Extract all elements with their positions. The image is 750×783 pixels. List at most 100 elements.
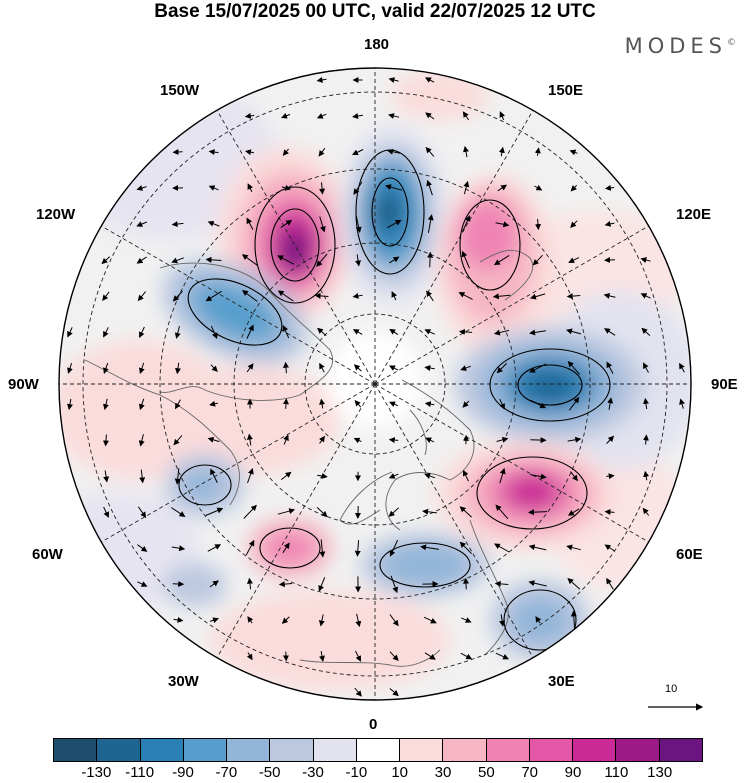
colorbar-swatch [573, 739, 617, 761]
wind-vector [317, 327, 327, 336]
wind-vector [566, 328, 582, 335]
wind-vector [319, 539, 326, 558]
wind-vector [427, 251, 434, 268]
colorbar-swatch [486, 739, 530, 761]
wind-vector [352, 149, 364, 155]
wind-vector [462, 469, 469, 482]
wind-vector [462, 400, 470, 408]
wind-vector [277, 290, 294, 302]
wind-vector [494, 543, 510, 553]
wind-vector [171, 257, 184, 264]
wind-vector [210, 325, 218, 340]
wind-vector [241, 254, 258, 266]
colorbar-tick-label: 90 [564, 764, 582, 781]
wind-vector [246, 433, 253, 446]
wind-vector [461, 617, 472, 623]
wind-vector [210, 468, 218, 483]
wind-vector [103, 327, 109, 338]
wind-vector [426, 290, 434, 302]
wind-vector [391, 291, 397, 301]
wind-vector [388, 113, 400, 119]
wind-vector [499, 467, 506, 484]
colorbar-tick-label: 110 [604, 764, 629, 781]
wind-vector [245, 539, 255, 556]
wind-vector [461, 215, 471, 233]
colorbar [53, 738, 703, 762]
wind-vector [459, 541, 472, 555]
wind-vector [207, 544, 222, 552]
wind-vector [283, 434, 289, 445]
wind-vector [208, 149, 219, 156]
wind-vector [355, 215, 362, 233]
reference-vector-value: 10 [665, 683, 678, 695]
wind-vector [103, 506, 109, 518]
wind-vector [281, 112, 291, 119]
wind-vector [207, 220, 220, 227]
wind-vector [282, 324, 290, 339]
wind-vector [205, 256, 222, 263]
wind-vector [318, 147, 326, 157]
wind-vector [247, 183, 253, 193]
colorbar-tick-label: -90 [172, 764, 194, 781]
lon-label-150e: 150E [548, 82, 584, 99]
coastlines [84, 249, 533, 667]
wind-vector [205, 507, 224, 516]
wind-vector [319, 435, 325, 444]
wind-vector [102, 291, 110, 301]
wind-vector [499, 111, 506, 121]
wind-vector [604, 328, 616, 336]
wind-vector [173, 435, 183, 446]
wind-vector [496, 436, 509, 443]
wind-vector [137, 544, 148, 552]
wind-vector [243, 504, 257, 519]
wind-vector [679, 398, 685, 409]
lon-label-90w: 90W [8, 376, 39, 393]
wind-vector [246, 363, 254, 373]
colorbar-swatch [54, 739, 98, 761]
wind-vector [528, 544, 547, 551]
wind-vector [246, 577, 253, 590]
wind-vector [139, 469, 146, 484]
wind-vector [389, 651, 399, 662]
wind-vector [494, 580, 509, 587]
lon-label-90e: 90E [711, 376, 738, 393]
colorbar-tick-label: -70 [215, 764, 238, 781]
wind-vector [424, 329, 435, 335]
wind-vector [136, 221, 147, 227]
wind-vector [528, 509, 548, 516]
wind-vector [422, 508, 437, 515]
wind-vector [640, 293, 651, 299]
wind-vector [282, 542, 290, 554]
colorbar-swatch [356, 739, 401, 761]
wind-vector [171, 545, 186, 552]
wind-vector [352, 329, 363, 335]
wind-vector [173, 616, 184, 623]
wind-vector [246, 652, 253, 661]
wind-vector [498, 146, 505, 157]
wind-vector [423, 616, 437, 624]
wind-vector [499, 614, 506, 627]
colorbar-swatch [400, 739, 444, 761]
wind-vector [389, 688, 399, 697]
wind-vector [136, 185, 147, 191]
wind-vector [102, 434, 109, 447]
wind-vector [281, 616, 290, 624]
map-title: Base 15/07/2025 00 UTC, valid 22/07/2025… [154, 1, 596, 22]
wind-vector [643, 470, 650, 481]
wind-vector [314, 292, 329, 299]
wind-vector [174, 325, 181, 339]
wind-vector [388, 507, 400, 517]
wind-vector [280, 471, 292, 481]
wind-vector [277, 508, 296, 515]
wind-vector [389, 401, 399, 408]
wind-vector [277, 255, 295, 265]
wind-vector [67, 398, 73, 411]
wind-vector [208, 185, 219, 191]
wind-vector [496, 363, 507, 374]
wind-vector [461, 250, 470, 269]
colorbar-tick-label: -30 [302, 764, 324, 781]
wind-vector [389, 365, 399, 371]
wind-vector [529, 329, 546, 336]
wind-vector [530, 473, 547, 480]
wind-vector [499, 398, 505, 410]
